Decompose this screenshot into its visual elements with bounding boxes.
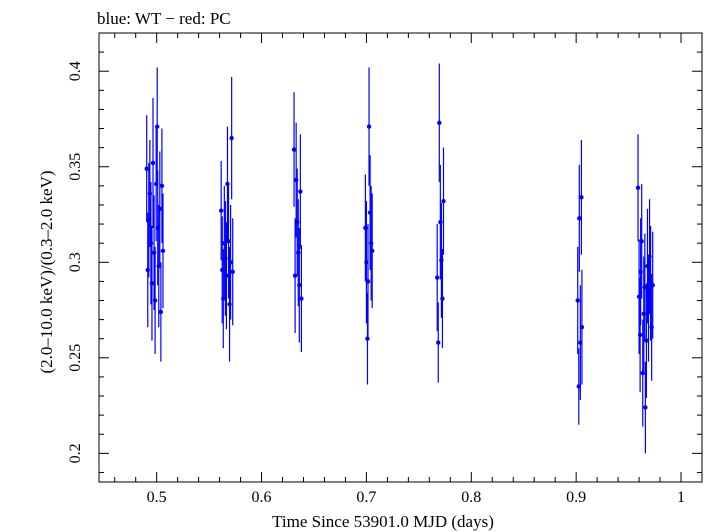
y-tick-label: 0.2	[67, 443, 84, 463]
data-point	[575, 298, 580, 303]
data-point	[579, 325, 585, 330]
axis-ticks: 0.5 0.6 0.7 0.8 0.9 1 0.2 0.25 0.3 0.35 0.4	[67, 32, 703, 506]
y-tick-label: 0.4	[67, 61, 84, 81]
data-point	[158, 309, 164, 315]
data-point	[298, 189, 303, 194]
data-point	[226, 239, 231, 244]
y-axis-label: (2.0–10.0 keV)/(0.3–2.0 keV)	[37, 170, 56, 373]
data-point	[440, 296, 445, 301]
data-point	[230, 269, 235, 275]
data-point	[369, 248, 375, 254]
data-point	[160, 248, 166, 254]
data-point	[228, 260, 233, 265]
data-point	[157, 206, 163, 211]
data-point	[365, 279, 371, 284]
y-tick-label: 0.35	[67, 153, 84, 181]
x-tick-label: 0.6	[252, 489, 272, 506]
data-point	[644, 338, 649, 343]
x-axis-label: Time Since 53901.0 MJD (days)	[272, 512, 494, 531]
data-points	[144, 63, 655, 454]
data-point	[297, 283, 302, 288]
x-tick-label: 1	[677, 489, 685, 506]
plot-frame	[98, 32, 703, 483]
data-point	[637, 332, 643, 338]
data-point	[150, 160, 156, 166]
data-point	[441, 198, 446, 204]
data-point	[291, 147, 297, 152]
data-point	[639, 239, 644, 244]
data-point	[292, 273, 298, 278]
data-point	[149, 281, 155, 286]
data-point	[436, 340, 441, 345]
data-point	[299, 296, 304, 301]
data-point	[643, 405, 648, 410]
data-point	[218, 208, 224, 213]
data-point	[159, 183, 165, 189]
data-point	[224, 273, 229, 278]
data-point	[577, 216, 582, 221]
data-point	[366, 124, 372, 129]
data-point	[437, 120, 442, 126]
data-point	[640, 370, 645, 376]
data-point	[435, 275, 440, 280]
y-tick-label: 0.25	[67, 344, 84, 372]
chart-title: blue: WT − red: PC	[97, 9, 231, 28]
data-point	[229, 135, 234, 141]
x-tick-label: 0.9	[566, 489, 586, 506]
data-point	[152, 298, 158, 303]
x-tick-label: 0.5	[147, 489, 167, 506]
data-point	[144, 166, 149, 171]
data-point	[635, 185, 641, 190]
data-point	[650, 283, 655, 288]
data-point	[155, 124, 160, 129]
x-tick-label: 0.8	[461, 489, 481, 506]
x-tick-label: 0.7	[356, 489, 376, 506]
y-tick-label: 0.3	[67, 252, 84, 272]
data-point	[579, 195, 584, 200]
